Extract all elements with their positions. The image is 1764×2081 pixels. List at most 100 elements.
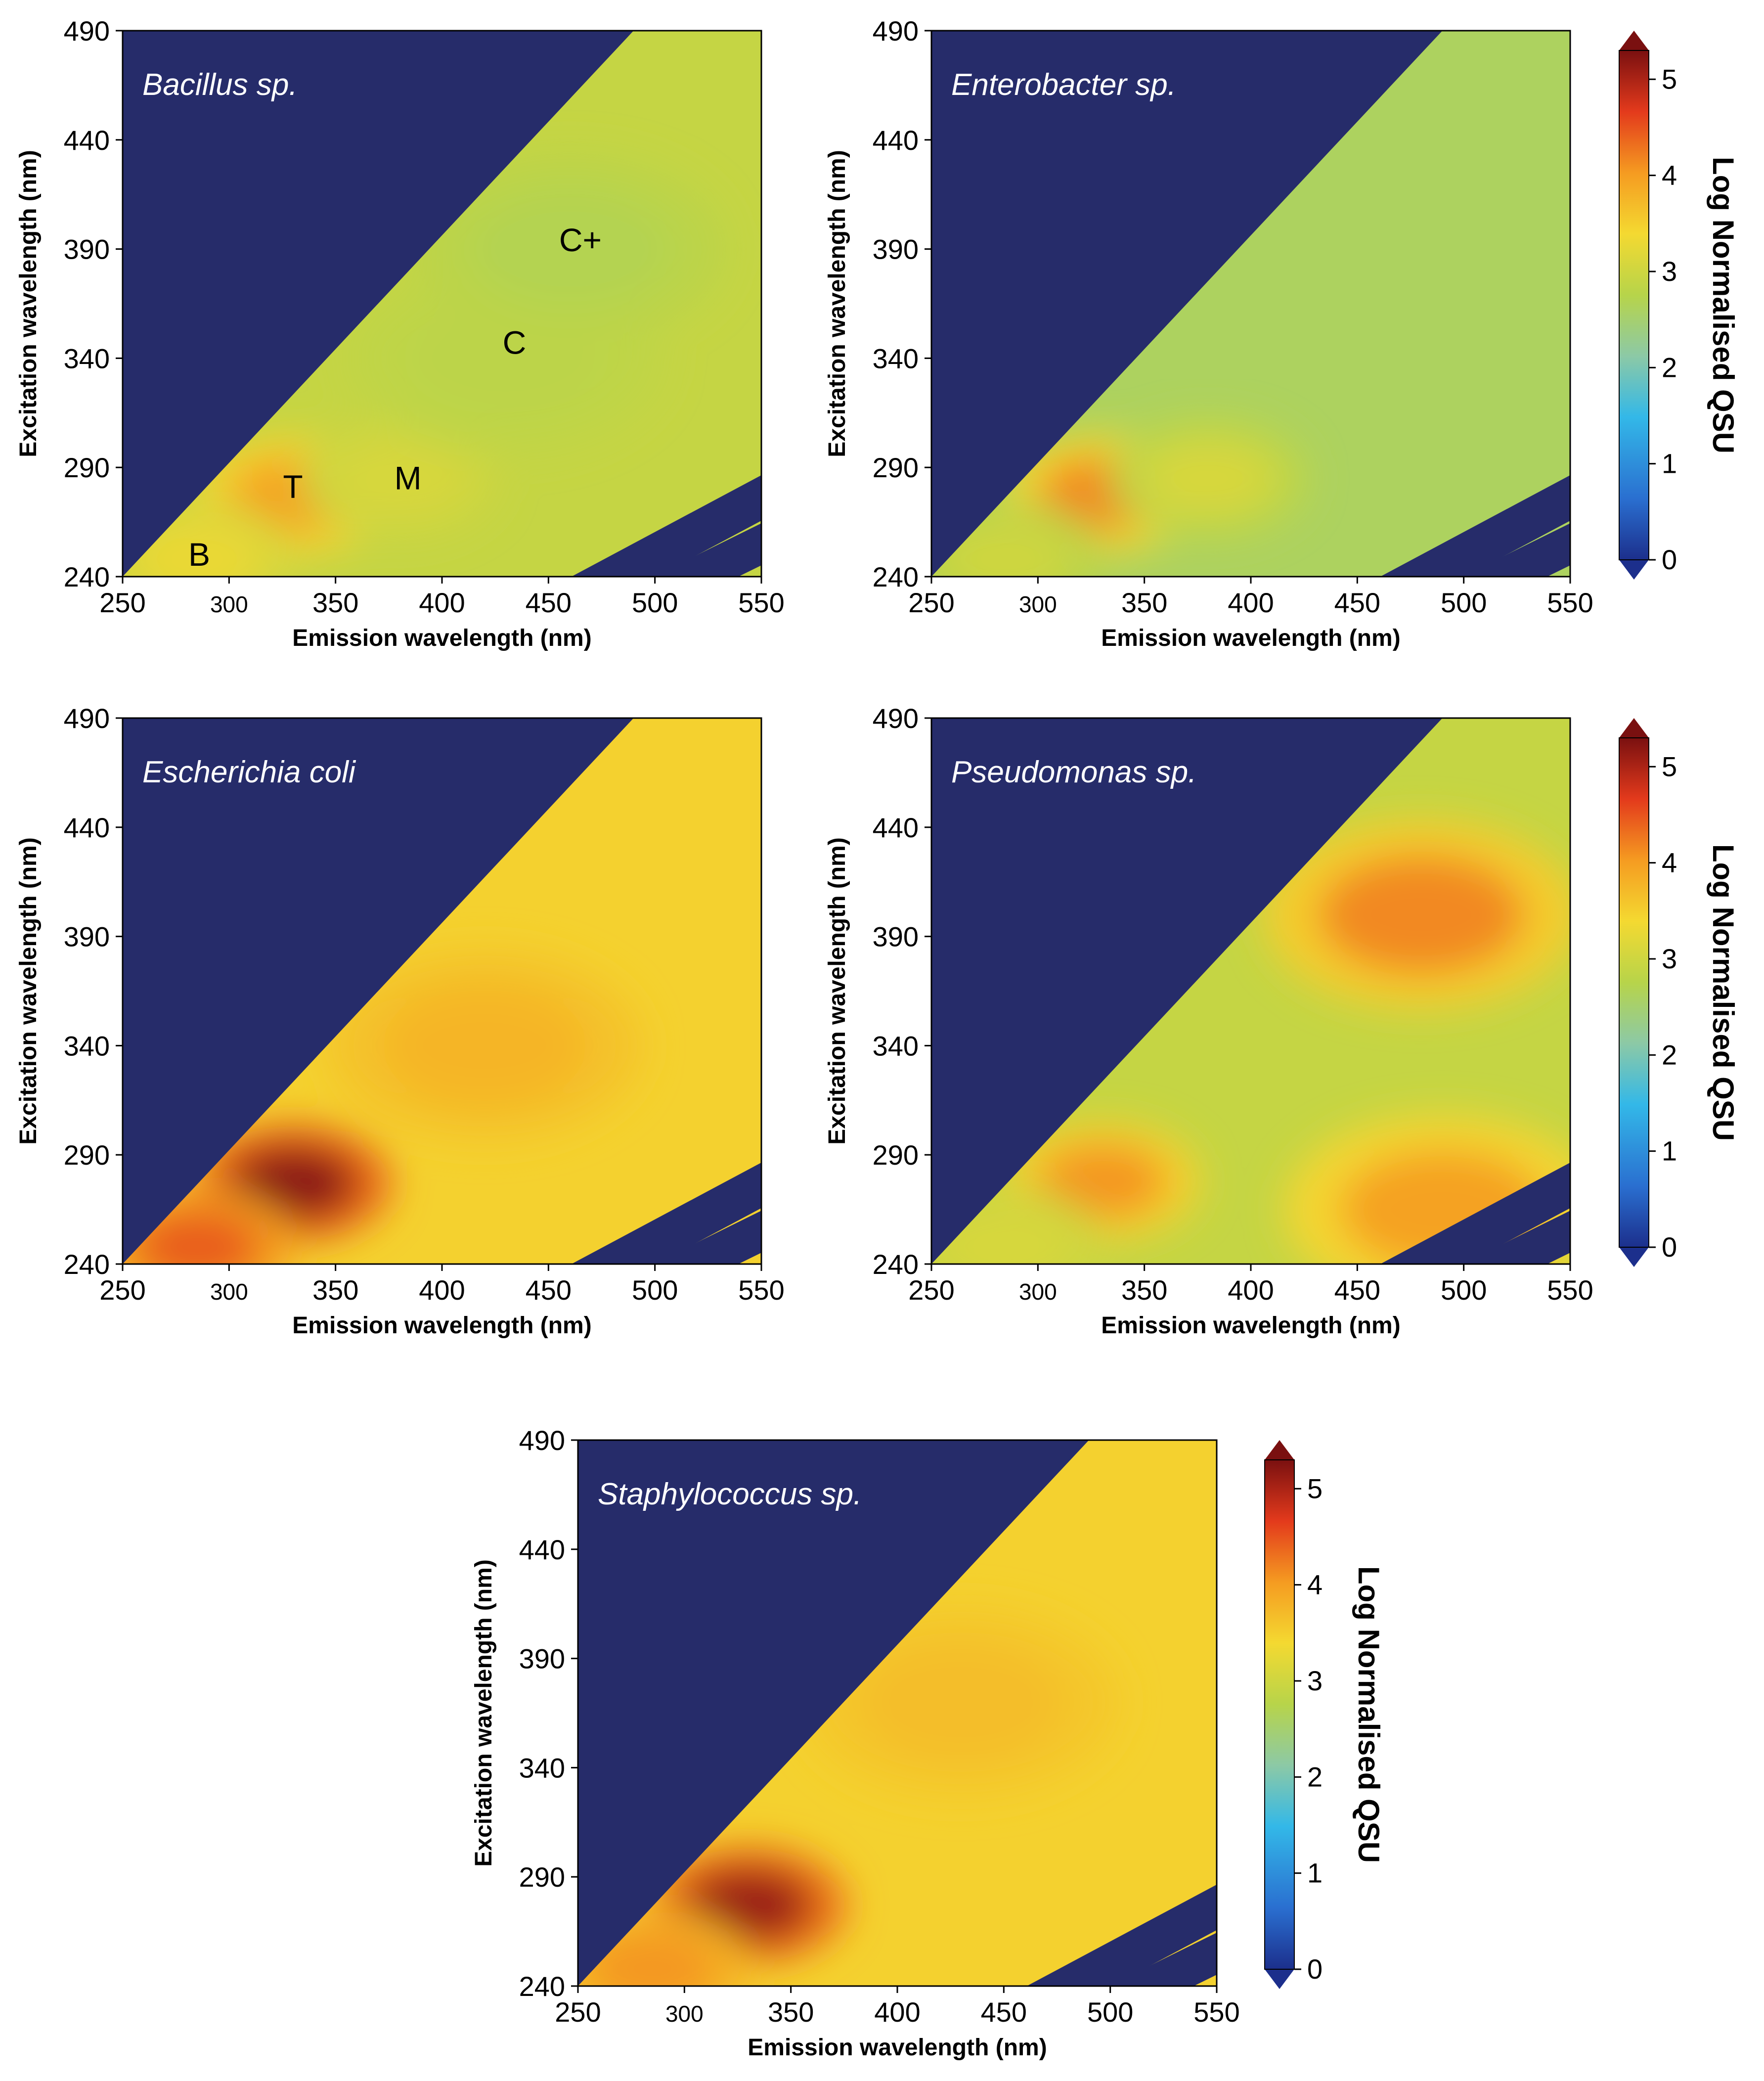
y-axis-title: Excitation wavelength (nm): [471, 1559, 497, 1866]
panel-3: 250 300 350 400 450 500 550 240 290 340 390 440 490 E…: [15, 703, 785, 1339]
x-tick-label: 400: [1228, 1274, 1274, 1306]
y-tick-label: 390: [519, 1643, 565, 1674]
peak-T: [1037, 1144, 1166, 1219]
y-tick-label: 490: [64, 15, 110, 46]
scatter-mask: [1108, 1933, 1217, 1986]
x-tick-label: 550: [1193, 1996, 1239, 2028]
x-tick-label: 300: [210, 1279, 248, 1305]
peak-annotation-T: T: [283, 468, 303, 505]
colorbar-bottom-max-arrow: [1265, 1440, 1294, 1460]
colorbar-tick-label: 2: [1307, 1761, 1323, 1792]
peak-C+: [467, 189, 673, 309]
x-axis-title: Emission wavelength (nm): [292, 1312, 591, 1339]
colorbar-middle-max-arrow: [1619, 718, 1649, 738]
peak-C: [1318, 855, 1524, 974]
y-tick-label: 440: [64, 812, 110, 843]
y-axis-title: Excitation wavelength (nm): [824, 150, 850, 457]
peak-B: [941, 522, 1070, 577]
x-tick-label: 500: [1441, 1274, 1487, 1306]
colorbar-tick-label: 5: [1307, 1473, 1323, 1504]
y-tick-label: 390: [873, 234, 919, 265]
y-tick-label: 440: [519, 1534, 565, 1565]
colorbar-frame: [1619, 737, 1649, 1248]
y-tick-label: 240: [64, 561, 110, 592]
panel-2: 250 300 350 400 450 500 550 240 290 340 390 440 490 E…: [824, 15, 1593, 651]
peak-annotation-C: C: [503, 324, 527, 361]
colorbar-bottom-label: Log Normalised QSU: [1352, 1566, 1385, 1863]
colorbar-frame: [1619, 50, 1649, 560]
colorbar-tick-label: 3: [1662, 256, 1677, 287]
panel-title: Staphylococcus sp.: [598, 1477, 862, 1511]
y-tick-label: 290: [873, 1139, 919, 1171]
y-tick-label: 340: [873, 343, 919, 374]
colorbar-top-gradient: [1619, 50, 1649, 560]
peak-annotation-B: B: [188, 536, 210, 573]
x-tick-label: 550: [738, 1274, 784, 1306]
x-tick-label: 350: [312, 1274, 358, 1306]
x-tick-label: 300: [210, 591, 248, 617]
colorbar-middle-label: Log Normalised QSU: [1707, 844, 1740, 1141]
panel-title: Escherichia coli: [142, 755, 356, 789]
y-tick-label: 290: [873, 452, 919, 483]
y-axis-title: Excitation wavelength (nm): [15, 837, 42, 1144]
panel-title: Enterobacter sp.: [951, 68, 1176, 102]
peak-B: [132, 1209, 262, 1264]
colorbar-top: 0 1 2 3 4 5 Log Normalised QSU: [1619, 31, 1740, 580]
x-tick-label: 300: [1019, 1279, 1057, 1305]
scatter-mask: [1462, 523, 1570, 577]
y-tick-label: 490: [519, 1425, 565, 1456]
x-tick-label: 400: [419, 1274, 465, 1306]
colorbar-tick-label: 4: [1307, 1569, 1323, 1600]
x-tick-label: 250: [99, 587, 145, 618]
scatter-mask: [1026, 1884, 1217, 1986]
peak-B: [588, 1931, 717, 1986]
colorbar-bottom-min-arrow: [1265, 1969, 1294, 1989]
panel-1: 250 300 350 400 450 500 550 240 290 340 390 440 490 E…: [15, 15, 785, 651]
colorbar-top-max-arrow: [1619, 31, 1649, 50]
x-tick-label: 250: [99, 1274, 145, 1306]
scatter-mask: [1380, 475, 1570, 577]
colorbar-top-min-arrow: [1619, 560, 1649, 580]
y-tick-label: 340: [64, 1030, 110, 1061]
y-tick-label: 290: [64, 1139, 110, 1171]
colorbar-tick-label: 0: [1662, 544, 1677, 575]
panel-title: Pseudomonas sp.: [951, 755, 1196, 789]
y-tick-label: 340: [873, 1030, 919, 1061]
peak-B: [132, 522, 262, 577]
x-tick-label: 250: [908, 1274, 954, 1306]
y-tick-label: 490: [64, 703, 110, 734]
x-tick-label: 450: [526, 587, 572, 618]
y-tick-label: 290: [519, 1861, 565, 1893]
colorbar-tick-label: 5: [1662, 63, 1677, 94]
scatter-mask: [653, 523, 761, 577]
x-tick-label: 400: [419, 587, 465, 618]
x-tick-label: 500: [632, 587, 678, 618]
colorbar-middle: 0 1 2 3 4 5 Log Normalised QSU: [1619, 718, 1740, 1267]
colorbar-tick-label: 4: [1662, 847, 1677, 878]
panel-5: 250 300 350 400 450 500 550 240 290 340 390 440 490 E…: [471, 1425, 1240, 2061]
panel-4: 250 300 350 400 450 500 550 240 290 340 390 440 490 E…: [824, 703, 1593, 1339]
colorbar-tick-label: 1: [1662, 448, 1677, 479]
x-tick-label: 400: [1228, 587, 1274, 618]
heatmap-area: [931, 31, 1570, 577]
x-tick-label: 450: [526, 1274, 572, 1306]
colorbar-tick-label: 3: [1662, 943, 1677, 974]
peak-M: [335, 441, 464, 516]
colorbar-tick-label: 3: [1307, 1665, 1323, 1696]
x-tick-label: 450: [981, 1996, 1027, 2028]
x-tick-label: 550: [1547, 587, 1593, 618]
y-tick-label: 340: [64, 343, 110, 374]
x-axis-title: Emission wavelength (nm): [1101, 625, 1400, 651]
x-tick-label: 300: [665, 2001, 704, 2027]
colorbar-middle-gradient: [1619, 738, 1649, 1247]
y-axis-title: Excitation wavelength (nm): [15, 150, 42, 457]
peak-annotation-C+: C+: [559, 222, 602, 258]
x-tick-label: 350: [768, 1996, 814, 2028]
heatmap-area: [123, 718, 761, 1264]
scatter-mask: [571, 475, 761, 577]
peak-C: [858, 1642, 1064, 1762]
y-axis-title: Excitation wavelength (nm): [824, 837, 850, 1144]
y-tick-label: 240: [873, 561, 919, 592]
panel-title: Bacillus sp.: [142, 68, 298, 102]
